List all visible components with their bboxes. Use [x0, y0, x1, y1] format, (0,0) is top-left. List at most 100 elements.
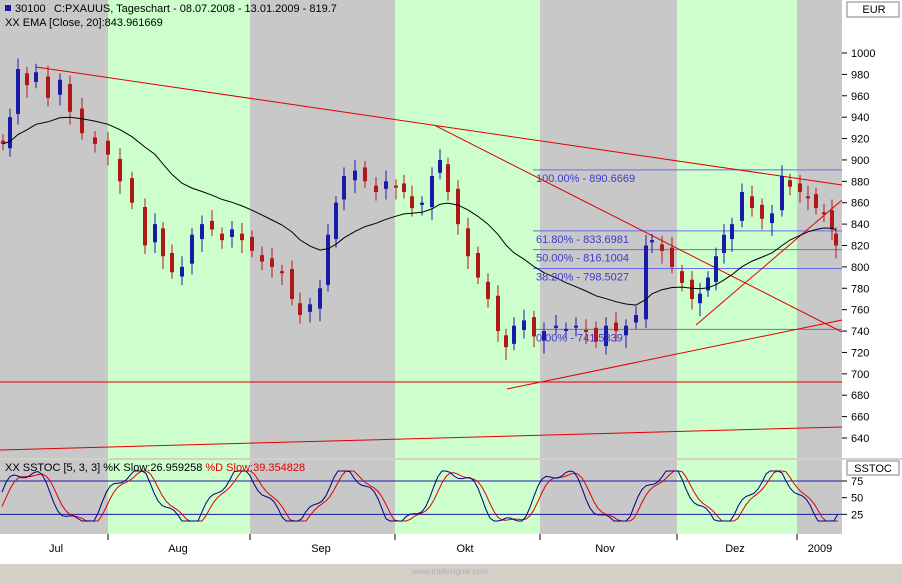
candle-body-76	[740, 192, 744, 221]
symbol-code: 30100	[15, 3, 46, 15]
stoch-tick-label-50: 50	[851, 493, 863, 505]
trendline-5	[0, 426, 843, 451]
fib-labels: 100.00% - 890.6669 61.80% - 833.6981 50.00…	[536, 173, 635, 344]
trendline-3	[695, 199, 843, 326]
candle-body-23	[240, 233, 244, 241]
candle-body-67	[660, 244, 664, 251]
ema-line	[2, 116, 837, 306]
price-tick-label-720: 720	[851, 347, 869, 359]
candle-body-7	[68, 84, 72, 112]
x-tick-label-4: Nov	[595, 543, 615, 555]
candle-body-29	[298, 303, 302, 316]
candle-body-31	[318, 288, 322, 309]
candle-body-64	[634, 315, 638, 323]
stoch-band-1	[395, 460, 540, 534]
candle-body-39	[394, 185, 398, 188]
price-axis-ticks: 640 660 680 700 720 740 760 780 800 820 840 860 880 9…	[842, 48, 875, 445]
candle-body-71	[698, 293, 702, 304]
candle-body-62	[614, 322, 618, 332]
candle-body-38	[384, 181, 388, 189]
stoch-legend: XX SSTOC [5, 3, 3] %K Slow:26.959258 %D …	[5, 462, 305, 474]
candle-body-69	[680, 271, 684, 283]
candle-body-30	[308, 304, 312, 312]
candle-body-87	[834, 233, 838, 246]
candle-body-41	[410, 196, 414, 209]
candle-body-0	[1, 140, 5, 144]
candle-body-19	[200, 224, 204, 240]
candle-body-16	[170, 252, 174, 273]
candle-body-53	[522, 320, 526, 330]
price-tick-label-700: 700	[851, 369, 869, 381]
price-tick-label-980: 980	[851, 69, 869, 81]
candle-body-9	[93, 137, 97, 144]
stoch-axis-label: SSTOC	[854, 463, 892, 475]
candle-body-73	[714, 256, 718, 282]
candle-body-6	[58, 79, 62, 95]
fib-label-4: 0.00% - 741.5339	[536, 332, 623, 344]
candle-body-37	[374, 185, 378, 193]
stoch-d-label: %D Slow:39.354828	[205, 462, 305, 474]
stoch-tick-label-75: 75	[851, 476, 863, 488]
candle-body-21	[220, 233, 224, 241]
candle-body-3	[25, 73, 29, 86]
candle-body-77	[750, 196, 754, 209]
price-tick-label-840: 840	[851, 219, 869, 231]
candle-body-55	[542, 331, 546, 341]
candle-body-1	[8, 117, 12, 149]
fib-label-3: 38.20% - 798.5027	[536, 271, 629, 283]
candle-body-60	[594, 327, 598, 342]
fib-label-1: 61.80% - 833.6981	[536, 234, 629, 246]
candle-body-12	[130, 178, 134, 203]
candle-body-78	[760, 204, 764, 219]
candle-body-54	[532, 317, 536, 337]
price-tick-label-660: 660	[851, 412, 869, 424]
candle-body-68	[670, 247, 674, 267]
candle-body-20	[210, 220, 214, 230]
ema-legend-label: EMA [Close, 20]:843.961669	[23, 17, 163, 29]
price-tick-label-640: 640	[851, 433, 869, 445]
watermark: www.tradesignal.com	[411, 567, 488, 576]
candle-body-43	[430, 175, 434, 207]
candle-body-50	[496, 295, 500, 332]
price-band-2	[677, 0, 797, 458]
x-tick-label-0: Jul	[49, 543, 63, 555]
price-tick-label-760: 760	[851, 305, 869, 317]
candle-body-80	[780, 175, 784, 211]
candle-body-57	[564, 328, 568, 331]
candle-body-5	[46, 76, 50, 98]
candle-body-59	[584, 329, 588, 332]
candle-body-83	[806, 196, 810, 199]
candle-body-63	[624, 325, 628, 336]
candle-body-61	[604, 325, 608, 347]
candle-body-42	[420, 202, 424, 205]
candle-body-79	[770, 213, 774, 224]
candle-body-33	[334, 202, 338, 240]
price-tick-label-900: 900	[851, 155, 869, 167]
price-tick-label-1000: 1000	[851, 48, 875, 60]
stoch-label-box	[846, 460, 900, 476]
footer-bar	[0, 564, 902, 578]
time-axis-panel	[0, 534, 902, 564]
chart-title: C:PXAUUS, Tageschart - 08.07.2008 - 13.0…	[54, 3, 337, 15]
candles	[1, 58, 838, 360]
trendlines	[0, 66, 843, 451]
candle-body-81	[788, 180, 792, 187]
x-tick-label-3: Okt	[456, 543, 473, 555]
x-tick-label-5: Dez	[725, 543, 745, 555]
price-tick-label-940: 940	[851, 112, 869, 124]
price-tick-label-680: 680	[851, 390, 869, 402]
candle-body-34	[342, 175, 346, 200]
stoch-k-line	[1, 470, 839, 522]
candle-body-51	[504, 335, 508, 348]
stoch-band-0	[108, 460, 250, 534]
candle-body-75	[730, 224, 734, 240]
candle-body-22	[230, 229, 234, 237]
price-tick-label-860: 860	[851, 198, 869, 210]
candle-body-70	[690, 279, 694, 299]
price-band-0	[108, 0, 250, 458]
candle-body-10	[106, 140, 110, 155]
fib-label-0: 100.00% - 890.6669	[536, 173, 635, 185]
candle-body-84	[814, 194, 818, 209]
x-tick-label-6: 2009	[808, 543, 832, 555]
